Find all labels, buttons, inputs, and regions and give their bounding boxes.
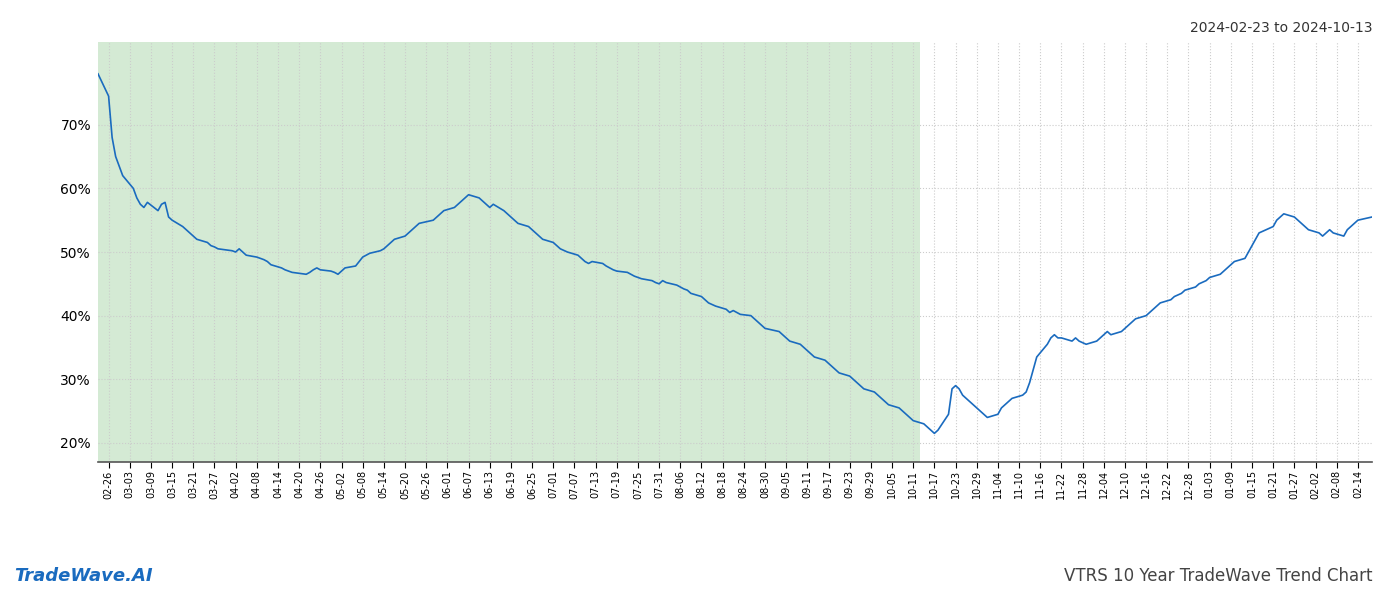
Text: 2024-02-23 to 2024-10-13: 2024-02-23 to 2024-10-13 [1190, 21, 1372, 35]
Bar [98, 42, 920, 462]
Text: VTRS 10 Year TradeWave Trend Chart: VTRS 10 Year TradeWave Trend Chart [1064, 567, 1372, 585]
Text: TradeWave.AI: TradeWave.AI [14, 567, 153, 585]
